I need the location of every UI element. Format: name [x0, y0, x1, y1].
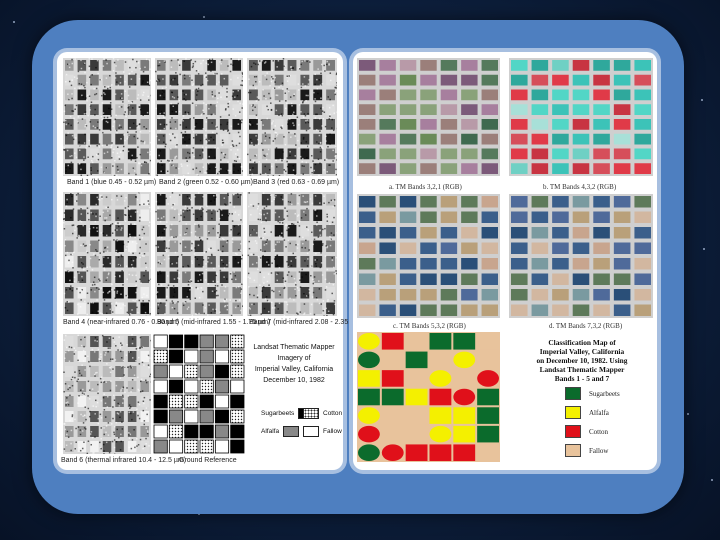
- band-2-caption: Band 2 (green 0.52 - 0.60 µm): [159, 179, 253, 186]
- composite-432-image: [509, 58, 653, 176]
- field-mosaic: [155, 192, 243, 316]
- field-mosaic: [63, 334, 151, 454]
- field-mosaic: [357, 194, 500, 318]
- composite-732-caption: d. TM Bands 7,3,2 (RGB): [549, 322, 623, 330]
- class-cotton: Cotton: [565, 425, 608, 438]
- band-3-caption: Band 3 (red 0.63 - 0.69 µm): [253, 179, 340, 186]
- legend-item-fallow: Fallow: [303, 426, 342, 437]
- classification-title: Classification Map of Imperial Valley, C…: [536, 338, 628, 383]
- band-6-image: [63, 334, 151, 454]
- field-mosaic: [63, 58, 151, 176]
- field-mosaic: [153, 334, 245, 454]
- class-swatch: [565, 444, 581, 457]
- star-dot: [701, 99, 704, 102]
- star-dot: [686, 412, 689, 415]
- composite-732-image: [509, 194, 653, 318]
- band-7-caption: Band 7 (mid-infrared 2.08 - 2.35 µm): [249, 319, 363, 326]
- left-figure-panel: Band 1 (blue 0.45 - 0.52 µm) Band 2 (gre…: [57, 52, 362, 470]
- alfalfa-swatch: [283, 426, 300, 437]
- fallow-swatch: [303, 426, 319, 437]
- class-swatch: [565, 425, 581, 438]
- band-7-image: [247, 192, 337, 316]
- star-dot: [12, 21, 15, 24]
- band-1-image: [63, 58, 151, 176]
- composite-321-image: [357, 58, 500, 176]
- star-dot: [703, 248, 706, 251]
- field-mosaic: [509, 194, 653, 318]
- class-sugarbeets: Sugarbeets: [565, 387, 620, 400]
- composite-321-caption: a. TM Bands 3,2,1 (RGB): [389, 183, 462, 191]
- legend-item-alfalfa: Alfalfa: [261, 426, 300, 437]
- classification-map: [357, 332, 500, 462]
- class-swatch: [565, 387, 581, 400]
- cotton-swatch: [303, 408, 319, 419]
- composite-532-caption: c. TM Bands 5,3,2 (RGB): [393, 322, 466, 330]
- star-dot: [711, 479, 714, 481]
- class-fallow: Fallow: [565, 444, 608, 457]
- field-mosaic: [357, 58, 500, 176]
- legend-item-cotton: Cotton: [303, 408, 342, 419]
- band-5-caption: Band 5 (mid-infrared 1.55 - 1.75 µm): [157, 319, 271, 326]
- star-dot: [203, 16, 206, 19]
- band-1-caption: Band 1 (blue 0.45 - 0.52 µm): [67, 179, 157, 186]
- band-5-image: [155, 192, 243, 316]
- band-4-caption: Band 4 (near-infrared 0.76 - 0.90 µm): [63, 319, 180, 326]
- class-alfalfa: Alfalfa: [565, 406, 609, 419]
- field-mosaic: [155, 58, 243, 176]
- band-6-caption: Band 6 (thermal infrared 10.4 - 12.5 µm): [61, 457, 187, 464]
- ground-reference-caption: Ground Reference: [179, 457, 237, 464]
- band-2-image: [155, 58, 243, 176]
- composite-532-image: [357, 194, 500, 318]
- star-dot: [197, 513, 200, 516]
- field-mosaic: [63, 192, 151, 316]
- band-4-image: [63, 192, 151, 316]
- composite-432-caption: b. TM Bands 4,3,2 (RGB): [543, 183, 617, 191]
- field-mosaic: [247, 58, 337, 176]
- right-figure-panel: a. TM Bands 3,2,1 (RGB) b. TM Bands 4,3,…: [353, 52, 657, 470]
- class-swatch: [565, 406, 581, 419]
- landsat-legend-title: Landsat Thematic Mapper Imagery of Imper…: [253, 344, 335, 384]
- ground-reference-map: [153, 334, 245, 454]
- band-3-image: [247, 58, 337, 176]
- field-mosaic: [509, 58, 653, 176]
- field-mosaic: [357, 332, 500, 462]
- field-mosaic: [247, 192, 337, 316]
